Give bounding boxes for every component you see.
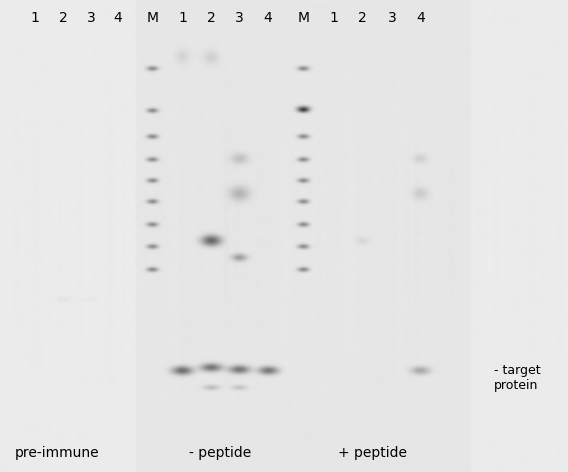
Text: - target
protein: - target protein [494, 363, 541, 392]
Text: 2: 2 [59, 11, 68, 25]
Text: 2: 2 [358, 11, 367, 25]
Text: + peptide: + peptide [337, 446, 407, 460]
Text: 1: 1 [178, 11, 187, 25]
Text: 2: 2 [207, 11, 216, 25]
Text: 4: 4 [264, 11, 273, 25]
Text: 3: 3 [235, 11, 244, 25]
Text: pre-immune: pre-immune [15, 446, 99, 460]
Text: 4: 4 [114, 11, 123, 25]
Text: 3: 3 [86, 11, 95, 25]
Text: 4: 4 [416, 11, 425, 25]
Text: 1: 1 [31, 11, 40, 25]
Text: - peptide: - peptide [189, 446, 252, 460]
Text: 1: 1 [329, 11, 339, 25]
Text: M: M [146, 11, 158, 25]
Text: M: M [298, 11, 310, 25]
Text: 3: 3 [387, 11, 396, 25]
